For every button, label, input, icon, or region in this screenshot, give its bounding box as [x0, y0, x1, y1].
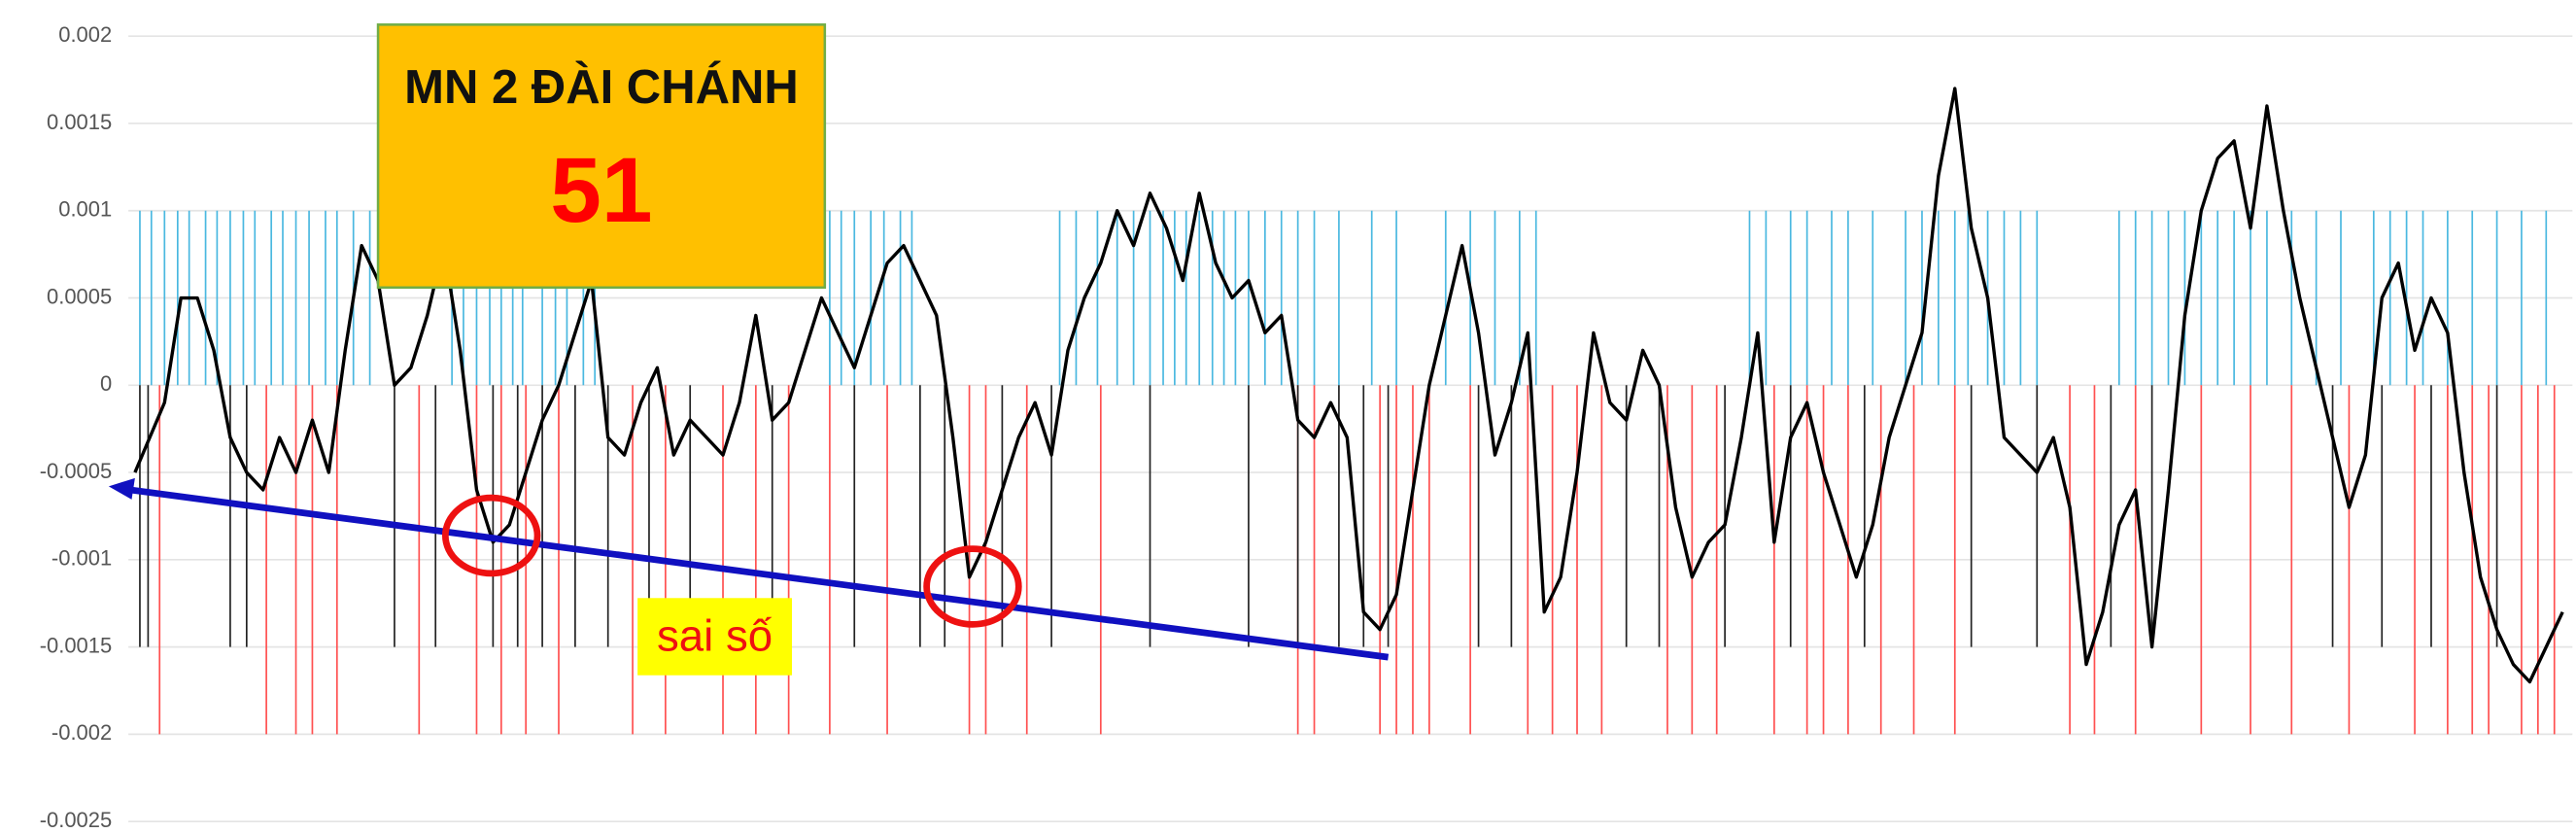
title: MN 2 ĐÀI CHÁNH [404, 61, 799, 114]
circle [923, 545, 1022, 628]
arrow-head [108, 477, 135, 500]
y-tick-label: 0.001 [58, 197, 112, 222]
number: 51 [550, 139, 652, 242]
lines [133, 87, 2564, 684]
y-tick-label: 0.0015 [47, 110, 112, 134]
trend-arrow [127, 486, 1390, 661]
title-box [376, 23, 827, 290]
ticks: 0.002 0.0015 0.001 0.0005 0 -0.0005 -0.001 -0.0… [40, 22, 113, 832]
circle [441, 494, 541, 577]
note-box [637, 598, 793, 676]
y-tick-label: -0.002 [52, 720, 112, 745]
y-tick-label: -0.0025 [40, 808, 113, 832]
y-tick-label: -0.001 [52, 546, 112, 571]
y-tick-label: -0.0005 [40, 459, 113, 483]
y-tick-label: 0.002 [58, 22, 112, 47]
note: sai số [657, 611, 773, 661]
y-tick-label: 0 [100, 371, 112, 396]
y-tick-label: -0.0015 [40, 633, 113, 657]
y-tick-label: 0.0005 [47, 284, 112, 308]
line [133, 87, 2564, 684]
